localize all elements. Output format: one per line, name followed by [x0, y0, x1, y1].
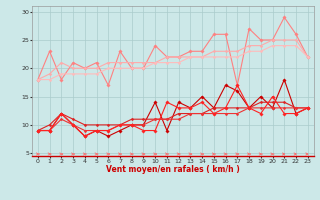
X-axis label: Vent moyen/en rafales ( km/h ): Vent moyen/en rafales ( km/h ) [106, 165, 240, 174]
